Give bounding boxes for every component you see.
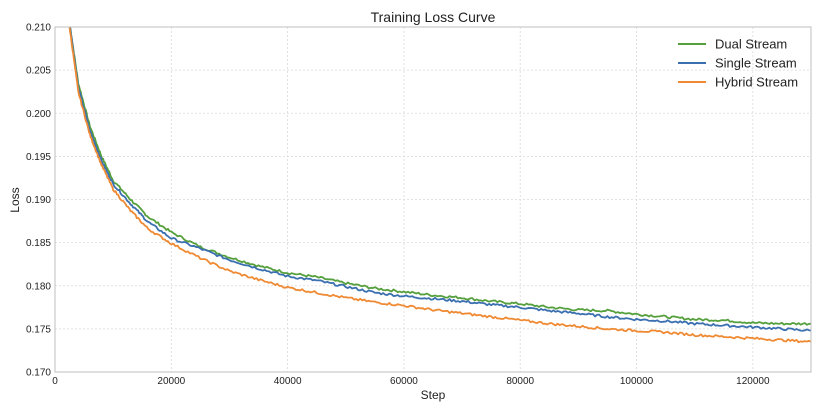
y-tick-label: 0.175 [26,324,51,335]
legend: Dual Stream Single Stream Hybrid Stream [678,37,798,90]
legend-label: Single Stream [715,56,797,71]
x-axis-ticks: 0 20000 40000 60000 80000 100000 120000 [52,376,770,387]
series-line-single-stream [69,27,811,332]
y-tick-label: 0.205 [26,66,51,77]
y-tick-label: 0.210 [26,23,51,34]
y-tick-label: 0.190 [26,195,51,206]
x-tick-label: 40000 [274,376,302,387]
x-tick-label: 100000 [620,376,654,387]
legend-label: Hybrid Stream [715,75,798,90]
x-axis-label: Step [421,388,446,402]
y-tick-label: 0.195 [26,152,51,163]
x-tick-label: 120000 [736,376,770,387]
y-axis-ticks: 0.170 0.175 0.180 0.185 0.190 0.195 0.200 0.205… [26,23,51,379]
x-tick-label: 0 [52,376,58,387]
y-tick-label: 0.180 [26,281,51,292]
x-tick-label: 60000 [390,376,418,387]
y-axis-label: Loss [8,187,22,212]
series-line-dual-stream [69,27,811,326]
series-group [68,27,811,344]
legend-label: Dual Stream [715,37,787,52]
y-tick-label: 0.170 [26,368,51,379]
x-tick-label: 80000 [506,376,534,387]
plot-frame [54,26,812,373]
x-tick-label: 20000 [157,376,185,387]
series-line-hybrid-stream [68,27,811,344]
y-tick-label: 0.185 [26,238,51,249]
chart-title: Training Loss Curve [371,9,496,25]
y-tick-label: 0.200 [26,109,51,120]
